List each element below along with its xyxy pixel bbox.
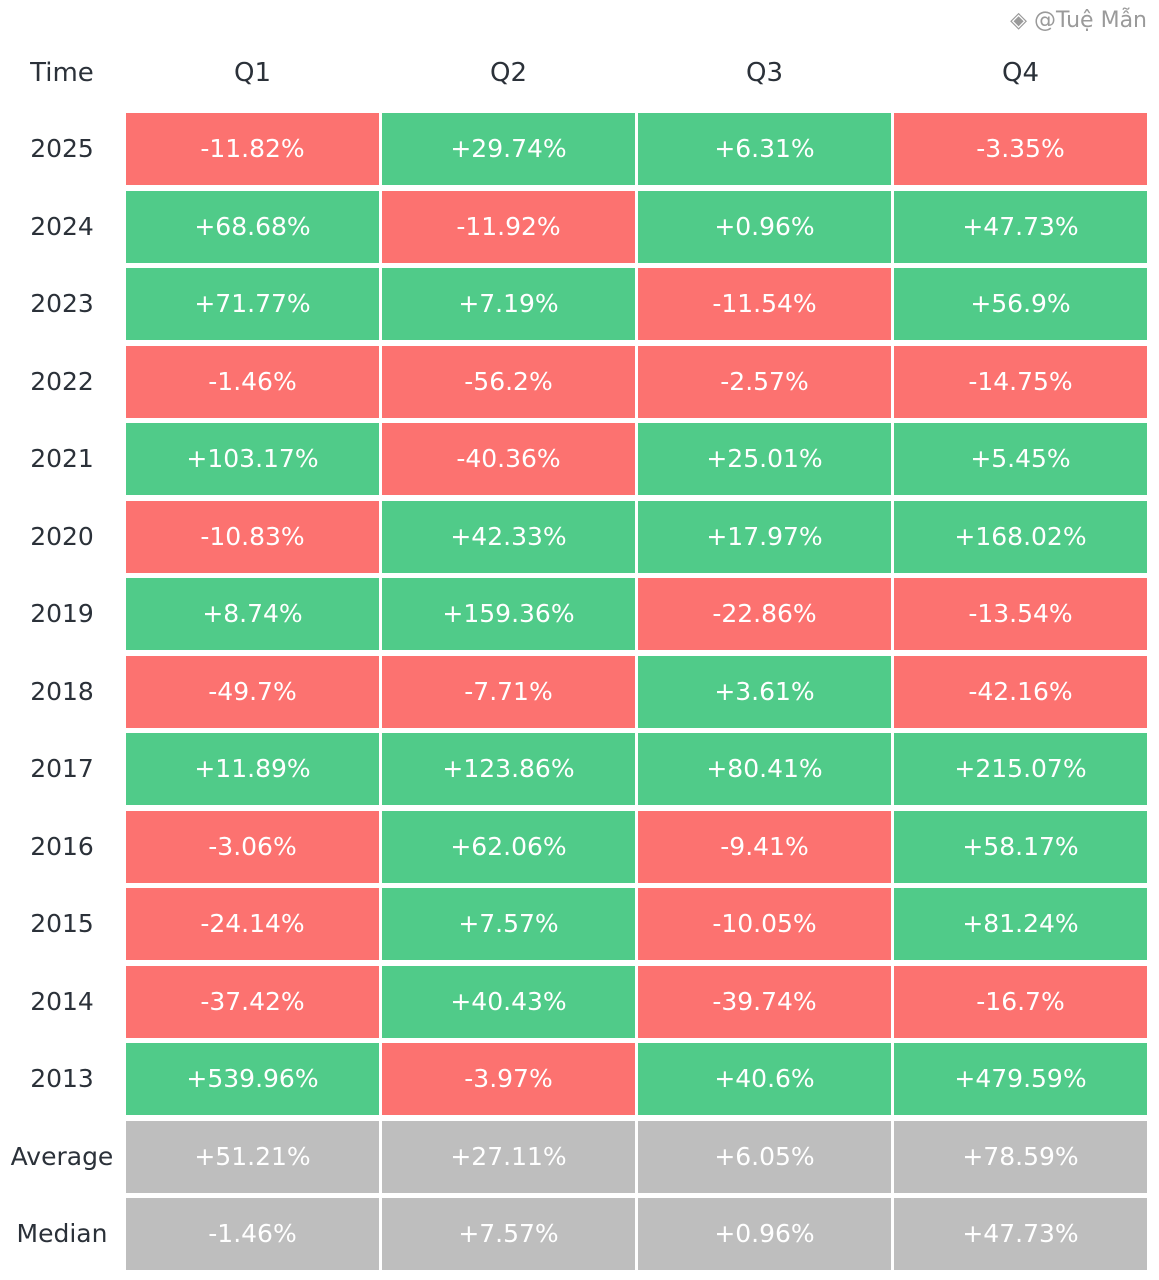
value-cell: +51.21% [126,1120,379,1193]
value-cell: -11.82% [126,113,379,185]
row-label: 2017 [30,754,94,783]
row-header: Time [30,58,94,88]
row-label: 2016 [30,831,94,861]
row-label: 2018 [30,676,94,706]
value-cell: +47.73% [894,190,1147,263]
value-cell: +168.02% [894,500,1147,573]
value-cell: +58.17% [894,810,1147,883]
value-cell: -56.2% [382,345,635,418]
value-cell: +42.33% [382,500,635,573]
value-cell: -3.35% [894,113,1147,185]
value-cell: -3.97% [382,1043,635,1115]
watermark: ◈ @Tuệ Mẫn [1010,6,1147,36]
value-cell: +6.31% [638,113,891,185]
value-cell: +11.89% [126,733,379,805]
row-label: 2022 [30,366,94,396]
value-cell: +68.68% [126,190,379,263]
value-cell: -1.46% [126,1198,379,1270]
value-cell: +40.43% [382,965,635,1038]
value-cell: -22.86% [638,578,891,650]
value-cell: +0.96% [638,1198,891,1270]
row-label: 2021 [30,444,94,473]
value-cell: +27.11% [382,1120,635,1193]
value-cell: +103.17% [126,423,379,495]
value-cell: -7.71% [382,655,635,728]
value-cell: +479.59% [894,1043,1147,1115]
value-cell: -42.16% [894,655,1147,728]
value-cell: +0.96% [638,190,891,263]
value-cell: +71.77% [126,268,379,340]
value-cell: -40.36% [382,423,635,495]
row-label: 2019 [30,599,94,628]
value-cell: +7.57% [382,888,635,960]
row-label: 2023 [30,289,94,318]
column-header: Q2 [489,58,527,88]
value-cell: +3.61% [638,655,891,728]
value-cell: +17.97% [638,500,891,573]
value-cell: +159.36% [382,578,635,650]
value-cell: -16.7% [894,965,1147,1038]
value-cell: -37.42% [126,965,379,1038]
value-cell: -10.05% [638,888,891,960]
row-label: 2013 [30,1064,94,1093]
binance-logo-icon: ◈ [1010,8,1028,33]
value-cell: -39.74% [638,965,891,1038]
row-label: 2025 [30,134,94,163]
column-header: Q1 [233,58,271,88]
value-cell: +25.01% [638,423,891,495]
value-cell: +5.45% [894,423,1147,495]
value-cell: +78.59% [894,1120,1147,1193]
value-cell: +81.24% [894,888,1147,960]
value-cell: +8.74% [126,578,379,650]
value-cell: -14.75% [894,345,1147,418]
value-cell: +6.05% [638,1120,891,1193]
value-cell: +56.9% [894,268,1147,340]
row-label: Average [10,1141,114,1171]
value-cell: -11.54% [638,268,891,340]
row-label: 2014 [30,986,94,1016]
value-cell: +47.73% [894,1198,1147,1270]
value-cell: +7.57% [382,1198,635,1270]
value-cell: +80.41% [638,733,891,805]
column-header: Q3 [745,58,783,88]
column-header: Q4 [1001,58,1039,88]
row-label: Median [16,1219,108,1248]
watermark-text: @Tuệ Mẫn [1034,8,1147,33]
value-cell: -11.92% [382,190,635,263]
value-cell: -10.83% [126,500,379,573]
value-cell: -2.57% [638,345,891,418]
value-cell: -24.14% [126,888,379,960]
row-label: 2024 [30,211,94,241]
value-cell: -13.54% [894,578,1147,650]
value-cell: +29.74% [382,113,635,185]
row-label: 2015 [30,909,94,938]
value-cell: +40.6% [638,1043,891,1115]
value-cell: +123.86% [382,733,635,805]
value-cell: +62.06% [382,810,635,883]
value-cell: +7.19% [382,268,635,340]
value-cell: -1.46% [126,345,379,418]
value-cell: +215.07% [894,733,1147,805]
row-label: 2020 [30,521,94,551]
value-cell: -3.06% [126,810,379,883]
value-cell: -9.41% [638,810,891,883]
value-cell: -49.7% [126,655,379,728]
value-cell: +539.96% [126,1043,379,1115]
